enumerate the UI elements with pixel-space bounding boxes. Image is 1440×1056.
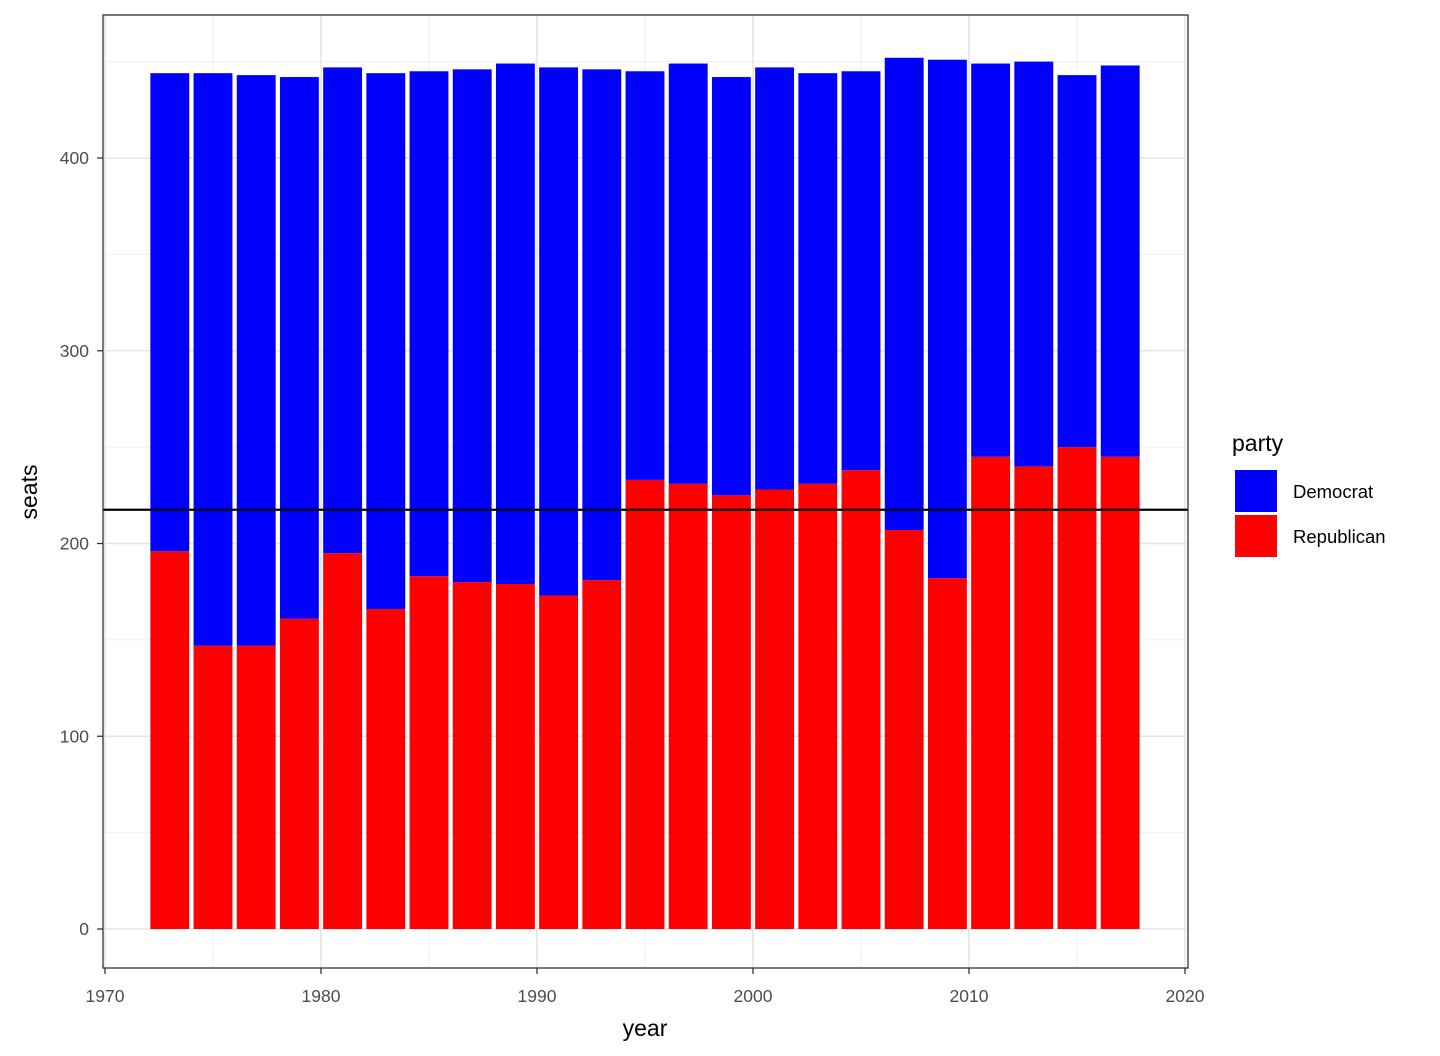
- bar-democrat-2007: [884, 57, 924, 531]
- bar-democrat-2011: [971, 63, 1011, 457]
- bar-republican-2013: [1014, 466, 1054, 929]
- bar-republican-1983: [366, 609, 406, 929]
- bar-republican-2001: [755, 489, 795, 929]
- bar-republican-2005: [841, 470, 881, 929]
- bar-democrat-2005: [841, 71, 881, 471]
- bar-republican-1985: [409, 576, 449, 929]
- bar-democrat-1999: [711, 77, 751, 496]
- bar-democrat-1975: [193, 73, 233, 646]
- y-axis-title: seats: [16, 465, 42, 520]
- bar-republican-2015: [1057, 447, 1097, 929]
- legend-key-democrat: [1235, 470, 1277, 512]
- x-axis-title: year: [623, 1015, 668, 1041]
- x-tick-label: 2010: [950, 986, 989, 1006]
- bar-republican-1989: [495, 583, 535, 929]
- bar-democrat-1973: [150, 73, 190, 552]
- bar-republican-2017: [1100, 456, 1140, 929]
- x-tick-label: 2020: [1166, 986, 1205, 1006]
- bar-democrat-1977: [236, 75, 276, 646]
- bar-democrat-2017: [1100, 65, 1140, 457]
- x-tick-label: 1990: [518, 986, 557, 1006]
- bar-republican-1993: [582, 580, 622, 929]
- bar-republican-1987: [452, 582, 492, 929]
- bar-democrat-1989: [495, 63, 535, 584]
- y-tick-label: 400: [60, 148, 89, 168]
- y-tick-label: 100: [60, 726, 89, 746]
- legend-items: Democrat Republican: [1235, 470, 1386, 557]
- bar-republican-1977: [236, 645, 276, 929]
- bar-democrat-1991: [539, 67, 579, 596]
- bars: [150, 57, 1140, 929]
- bar-republican-1997: [668, 483, 708, 929]
- axes: 1970 1980 1990 2000 2010 2020 0 100 200 300 400: [60, 148, 1205, 1006]
- bar-republican-2003: [798, 483, 838, 929]
- legend-title: party: [1232, 430, 1284, 456]
- bar-democrat-1993: [582, 69, 622, 581]
- bar-republican-2009: [927, 578, 967, 929]
- bar-democrat-1995: [625, 71, 665, 480]
- bar-democrat-1985: [409, 71, 449, 577]
- legend: party Democrat Republican: [1232, 430, 1386, 557]
- y-tick-label: 200: [60, 534, 89, 554]
- bar-republican-1979: [279, 618, 319, 929]
- bar-democrat-1979: [279, 77, 319, 619]
- bar-democrat-2013: [1014, 61, 1054, 467]
- legend-label-republican: Republican: [1293, 526, 1386, 547]
- bar-republican-2007: [884, 530, 924, 929]
- x-tick-label: 1980: [302, 986, 341, 1006]
- bar-democrat-1987: [452, 69, 492, 583]
- bar-democrat-1983: [366, 73, 406, 610]
- panel-border: [102, 14, 1189, 969]
- bar-republican-1975: [193, 645, 233, 929]
- y-tick-label: 0: [79, 919, 89, 939]
- bar-republican-1991: [539, 595, 579, 929]
- bar-democrat-1981: [323, 67, 363, 554]
- legend-key-republican: [1235, 515, 1277, 557]
- bar-democrat-2003: [798, 73, 838, 484]
- x-tick-label: 2000: [734, 986, 773, 1006]
- bar-republican-2011: [971, 456, 1011, 929]
- bar-republican-1999: [711, 495, 751, 929]
- x-tick-label: 1970: [86, 986, 125, 1006]
- bar-republican-1995: [625, 479, 665, 929]
- bar-democrat-2001: [755, 67, 795, 490]
- bar-democrat-2009: [927, 59, 967, 579]
- bar-republican-1973: [150, 551, 190, 929]
- bar-republican-1981: [323, 553, 363, 929]
- bar-democrat-1997: [668, 63, 708, 484]
- y-tick-label: 300: [60, 341, 89, 361]
- legend-label-democrat: Democrat: [1293, 481, 1373, 502]
- bar-democrat-2015: [1057, 75, 1097, 448]
